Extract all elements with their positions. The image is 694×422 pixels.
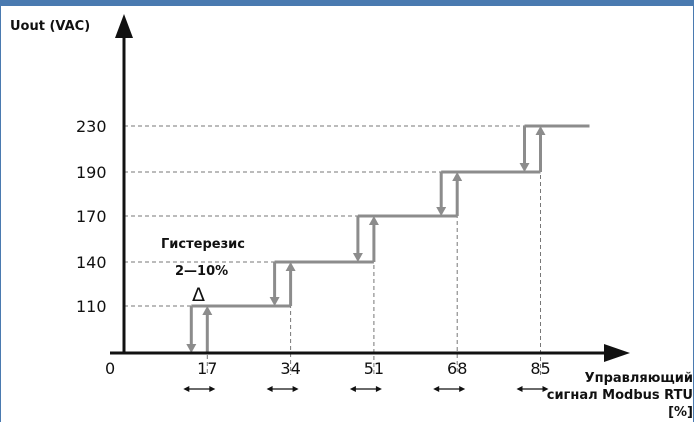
y-tick-labels: 110 140 170 190 230 [76,117,107,316]
width-marker-left-head-34 [266,386,273,392]
width-marker-right-head-17 [209,386,216,392]
x-tick-labels: 17 34 51 68 85 [197,359,551,378]
down-arrow-85-head [519,163,530,172]
grid-lines [124,125,541,375]
up-arrow-17-head [202,306,213,315]
y-tick-label-230: 230 [76,117,107,136]
origin-label: 0 [105,359,115,378]
delta-symbol: Δ [192,284,205,306]
width-marker-right-head-51 [375,386,382,392]
width-marker-left-head-17 [183,386,190,392]
width-marker-left-head-51 [349,386,356,392]
x-tick-label-34: 34 [280,359,300,378]
width-marker-right-head-85 [542,386,549,392]
hysteresis-width-markers [183,386,549,392]
x-tick-label-51: 51 [364,359,384,378]
x-axis-title-line-3: [%] [668,405,693,420]
down-arrow-68-head [436,207,447,216]
hysteresis-range: 2—10% [175,264,228,279]
up-arrow-51-head [368,216,379,225]
y-axis-title: Uout (VAC) [10,19,90,34]
x-tick-label-85: 85 [530,359,550,378]
x-axis-title-line-1: Управляющий [585,371,693,386]
width-marker-left-head-68 [433,386,440,392]
down-arrow-34-head [269,297,280,306]
width-marker-right-head-68 [459,386,466,392]
window-top-bar [0,0,694,6]
x-axis-arrowhead [604,344,630,362]
hysteresis-title: Гистерезис [161,237,245,252]
up-arrow-34-head [285,262,296,271]
y-tick-label-190: 190 [76,163,107,182]
down-arrow-51-head [352,253,363,262]
y-tick-label-140: 140 [76,253,107,272]
up-arrow-85-head [535,126,546,135]
y-tick-label-110: 110 [76,297,107,316]
down-arrow-17-head [186,344,197,353]
x-tick-label-68: 68 [447,359,467,378]
x-tick-label-17: 17 [197,359,217,378]
y-tick-label-170: 170 [76,207,107,226]
width-marker-left-head-85 [516,386,523,392]
hysteresis-arrows [186,126,546,353]
frame-left-edge [0,0,1,422]
up-arrow-68-head [452,172,463,181]
y-axis-arrowhead [115,14,133,38]
x-axis-title-line-2: сигнал Modbus RTU [547,388,693,403]
width-marker-right-head-34 [292,386,299,392]
